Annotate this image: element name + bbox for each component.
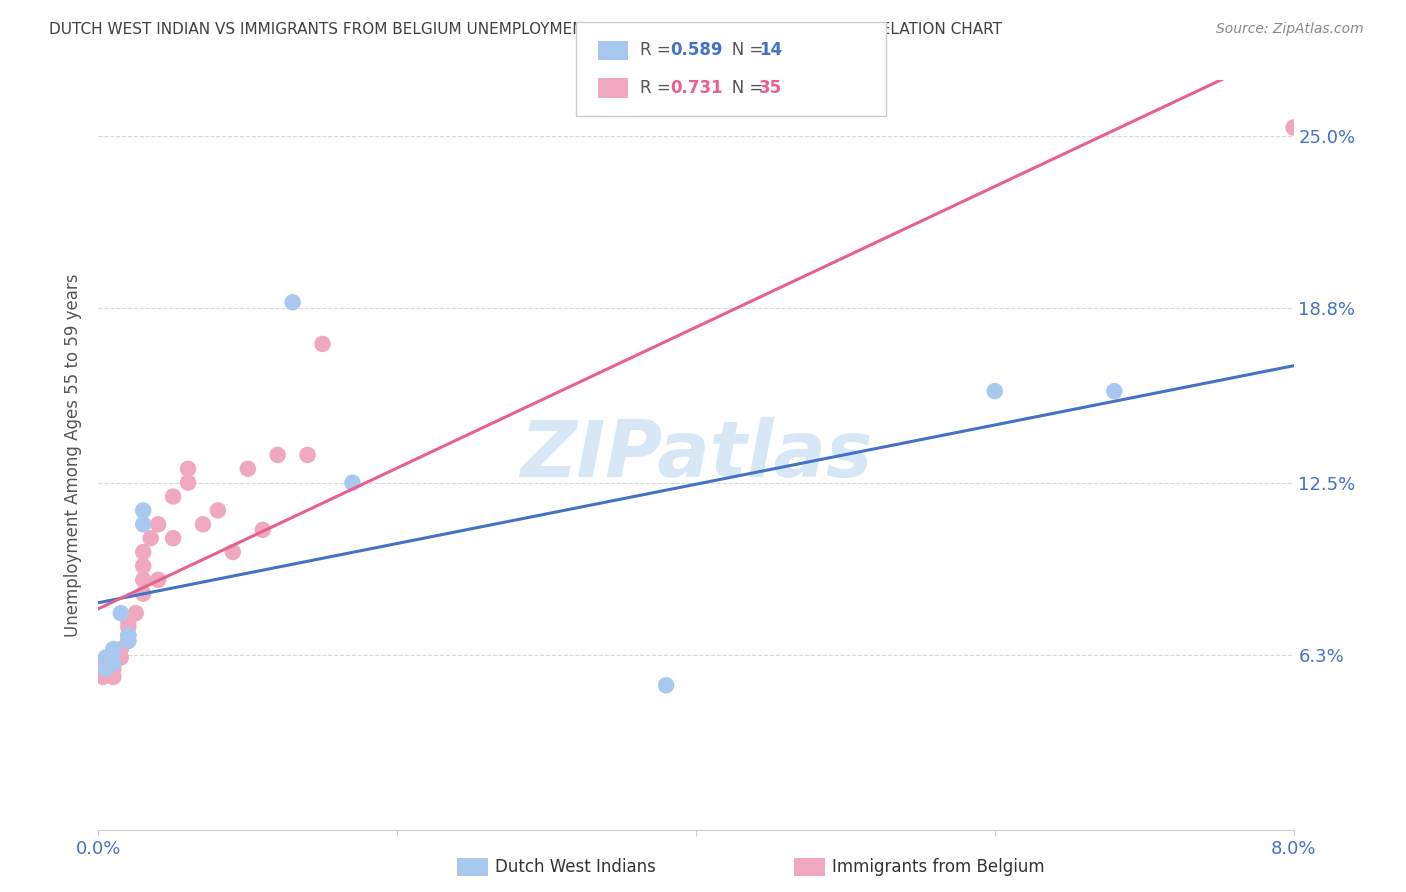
Point <box>91 670 114 684</box>
Point <box>177 475 200 490</box>
Point <box>94 662 117 676</box>
Text: R =: R = <box>640 42 676 60</box>
Point <box>222 545 245 559</box>
Point <box>110 642 132 657</box>
Point <box>311 337 333 351</box>
Point <box>139 531 162 545</box>
Point <box>281 295 304 310</box>
Point <box>297 448 319 462</box>
Point <box>103 662 125 676</box>
Point <box>162 531 184 545</box>
Point <box>984 384 1007 398</box>
Point <box>207 503 229 517</box>
Point <box>132 573 155 587</box>
Text: N =: N = <box>716 78 768 96</box>
Text: R =: R = <box>640 78 676 96</box>
Point <box>132 517 155 532</box>
Point <box>252 523 274 537</box>
Point <box>117 628 139 642</box>
Point <box>94 656 117 670</box>
Point <box>103 650 125 665</box>
Point <box>110 650 132 665</box>
Point <box>267 448 290 462</box>
Point <box>94 662 117 676</box>
Point <box>94 650 117 665</box>
Point <box>117 620 139 634</box>
Y-axis label: Unemployment Among Ages 55 to 59 years: Unemployment Among Ages 55 to 59 years <box>65 273 83 637</box>
Point <box>117 615 139 629</box>
Text: Immigrants from Belgium: Immigrants from Belgium <box>832 858 1045 876</box>
Point <box>98 667 122 681</box>
Point <box>236 462 259 476</box>
Point <box>191 517 214 532</box>
Point <box>125 606 148 620</box>
Point <box>1104 384 1126 398</box>
Text: Dutch West Indians: Dutch West Indians <box>495 858 655 876</box>
Point <box>103 642 125 657</box>
Text: N =: N = <box>716 42 768 60</box>
Point <box>342 475 364 490</box>
Point <box>148 517 170 532</box>
Point <box>655 678 678 692</box>
Point <box>103 656 125 670</box>
Point <box>132 587 155 601</box>
Text: DUTCH WEST INDIAN VS IMMIGRANTS FROM BELGIUM UNEMPLOYMENT AMONG AGES 55 TO 59 YE: DUTCH WEST INDIAN VS IMMIGRANTS FROM BEL… <box>49 22 1002 37</box>
Text: 35: 35 <box>759 78 782 96</box>
Point <box>177 462 200 476</box>
Point <box>110 606 132 620</box>
Point <box>1282 120 1305 135</box>
Point <box>103 656 125 670</box>
Text: Source: ZipAtlas.com: Source: ZipAtlas.com <box>1216 22 1364 37</box>
Point <box>117 633 139 648</box>
Point <box>132 503 155 517</box>
Text: 0.589: 0.589 <box>671 42 723 60</box>
Point <box>132 558 155 573</box>
Point <box>148 573 170 587</box>
Text: ZIPatlas: ZIPatlas <box>520 417 872 493</box>
Point <box>132 545 155 559</box>
Point <box>117 628 139 642</box>
Point <box>103 670 125 684</box>
Point <box>162 490 184 504</box>
Point <box>117 633 139 648</box>
Text: 14: 14 <box>759 42 782 60</box>
Text: 0.731: 0.731 <box>671 78 723 96</box>
